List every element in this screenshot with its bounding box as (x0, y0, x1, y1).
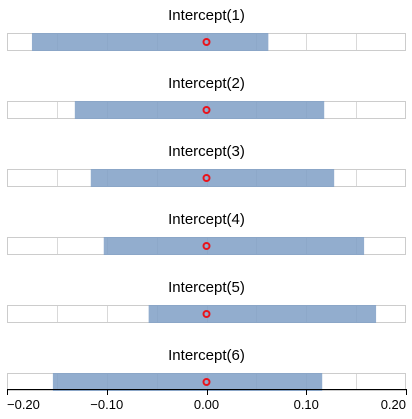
panel-title: Intercept(4) (168, 211, 245, 228)
x-tick-label: 0.10 (294, 397, 319, 412)
panel-title: Intercept(2) (168, 75, 245, 92)
interval-bar (31, 33, 269, 51)
point-marker (202, 38, 211, 46)
x-tick-label: 0.00 (194, 397, 219, 412)
x-tick-label: −0.20 (7, 397, 40, 412)
point-marker (202, 174, 211, 182)
interval-bar (103, 237, 365, 255)
panel-title: Intercept(1) (168, 7, 245, 24)
point-marker (202, 106, 211, 114)
point-marker (202, 310, 211, 318)
interval-bar (74, 101, 325, 119)
x-tick-label: 0.20 (381, 397, 406, 412)
point-marker (202, 378, 211, 386)
panel-title: Intercept(6) (168, 347, 245, 364)
panel-title: Intercept(5) (168, 279, 245, 296)
x-tick-label: −0.10 (90, 397, 123, 412)
interval-bar (90, 169, 335, 187)
panel-title: Intercept(3) (168, 143, 245, 160)
point-marker (202, 242, 211, 250)
interval-bar (148, 305, 377, 323)
interval-bar (52, 373, 323, 391)
